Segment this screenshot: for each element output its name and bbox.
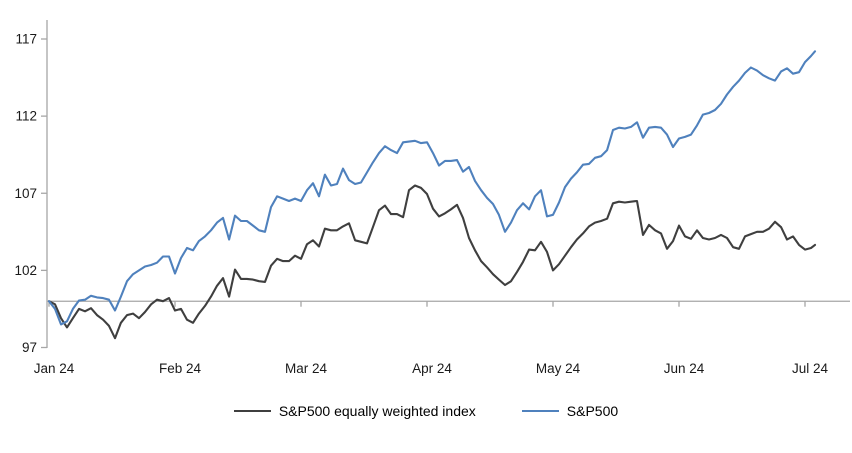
chart-legend: S&P500 equally weighted index S&P500 (0, 403, 852, 419)
y-axis-tick-label: 112 (15, 109, 37, 124)
y-axis-tick-label: 117 (15, 32, 37, 47)
legend-label-sp500: S&P500 (566, 403, 619, 419)
equal-weight-line-swatch (233, 410, 271, 412)
y-axis-tick-label: 102 (14, 263, 37, 278)
x-axis-tick-label: Feb 24 (159, 361, 202, 376)
x-axis-tick-label: Jun 24 (664, 361, 705, 376)
legend-label-equal-weight: S&P500 equally weighted index (278, 403, 476, 419)
y-axis-tick-label: 97 (22, 340, 37, 355)
legend-item-equal-weight: S&P500 equally weighted index (233, 403, 476, 419)
x-axis-tick-label: Mar 24 (285, 361, 328, 376)
y-axis-tick-label: 107 (14, 186, 37, 201)
equal-weight-series-line (47, 184, 817, 340)
sp500-line-swatch (521, 410, 559, 412)
legend-item-sp500: S&P500 (521, 403, 619, 419)
x-axis-tick-label: Jan 24 (34, 361, 75, 376)
series-layer (47, 50, 817, 340)
x-axis-tick-label: May 24 (536, 361, 581, 376)
x-axis-tick-label: Jul 24 (792, 361, 829, 376)
x-axis-tick-label: Apr 24 (412, 361, 452, 376)
axes-layer (41, 20, 850, 349)
sp500-series-line (47, 50, 817, 326)
labels-layer: 97 102 107 112 117 Jan 24 Feb 24 Mar 24 Apr 24 Ma… (14, 32, 828, 377)
